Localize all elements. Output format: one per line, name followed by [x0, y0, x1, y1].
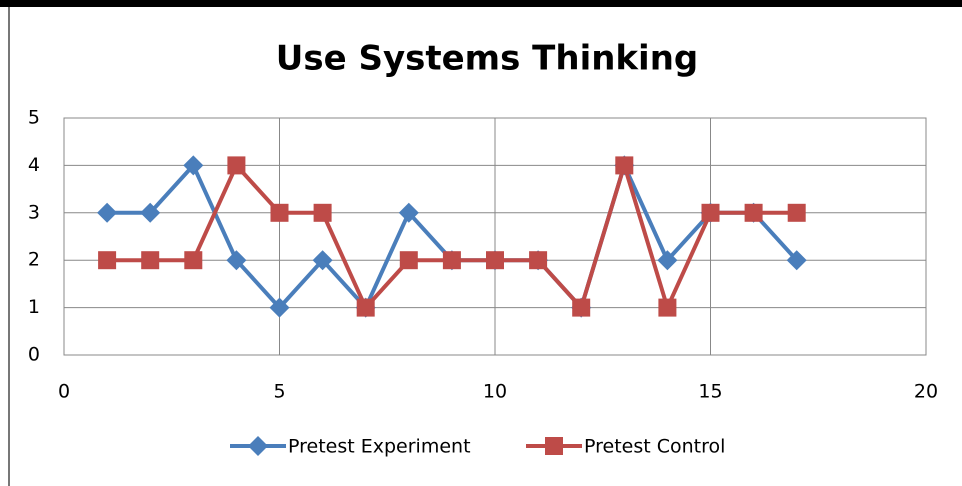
data-point	[399, 251, 418, 270]
x-tick-label: 5	[273, 381, 285, 403]
data-point	[398, 202, 419, 223]
y-tick-label: 0	[28, 344, 40, 366]
chart-title: Use Systems Thinking	[276, 39, 699, 79]
y-tick-label: 3	[28, 201, 40, 223]
data-point	[97, 202, 118, 223]
data-point	[786, 250, 807, 271]
data-point	[486, 251, 504, 270]
data-point	[140, 202, 161, 223]
data-point	[529, 251, 548, 270]
y-tick-label: 2	[28, 249, 40, 271]
legend-marker	[545, 437, 563, 455]
series-line	[107, 163, 799, 310]
data-point	[183, 155, 204, 176]
data-point	[226, 250, 247, 271]
x-tick-label: 15	[698, 381, 722, 403]
data-point	[356, 298, 375, 317]
data-point	[744, 203, 763, 222]
series-line	[107, 163, 797, 310]
legend-label: Pretest Control	[584, 436, 725, 458]
data-point	[227, 156, 246, 175]
data-point	[658, 298, 677, 317]
top-border	[0, 0, 962, 7]
data-point	[615, 156, 634, 175]
legend-label: Pretest Experiment	[288, 436, 471, 458]
data-point	[269, 297, 290, 318]
y-tick-label: 5	[28, 107, 40, 129]
y-tick-label: 4	[28, 154, 40, 176]
data-point	[657, 250, 678, 271]
data-point	[270, 203, 289, 222]
data-point	[313, 203, 332, 222]
data-point	[701, 203, 720, 222]
data-point	[787, 203, 806, 222]
x-tick-label: 0	[58, 381, 70, 403]
data-point	[141, 251, 160, 270]
data-point	[572, 298, 591, 317]
data-point	[442, 251, 461, 270]
data-point	[184, 251, 203, 270]
data-point	[312, 250, 333, 271]
x-tick-label: 10	[483, 381, 507, 403]
data-point	[98, 251, 117, 270]
x-tick-label: 20	[914, 381, 938, 403]
legend-marker	[248, 436, 268, 456]
y-tick-label: 1	[28, 296, 40, 318]
